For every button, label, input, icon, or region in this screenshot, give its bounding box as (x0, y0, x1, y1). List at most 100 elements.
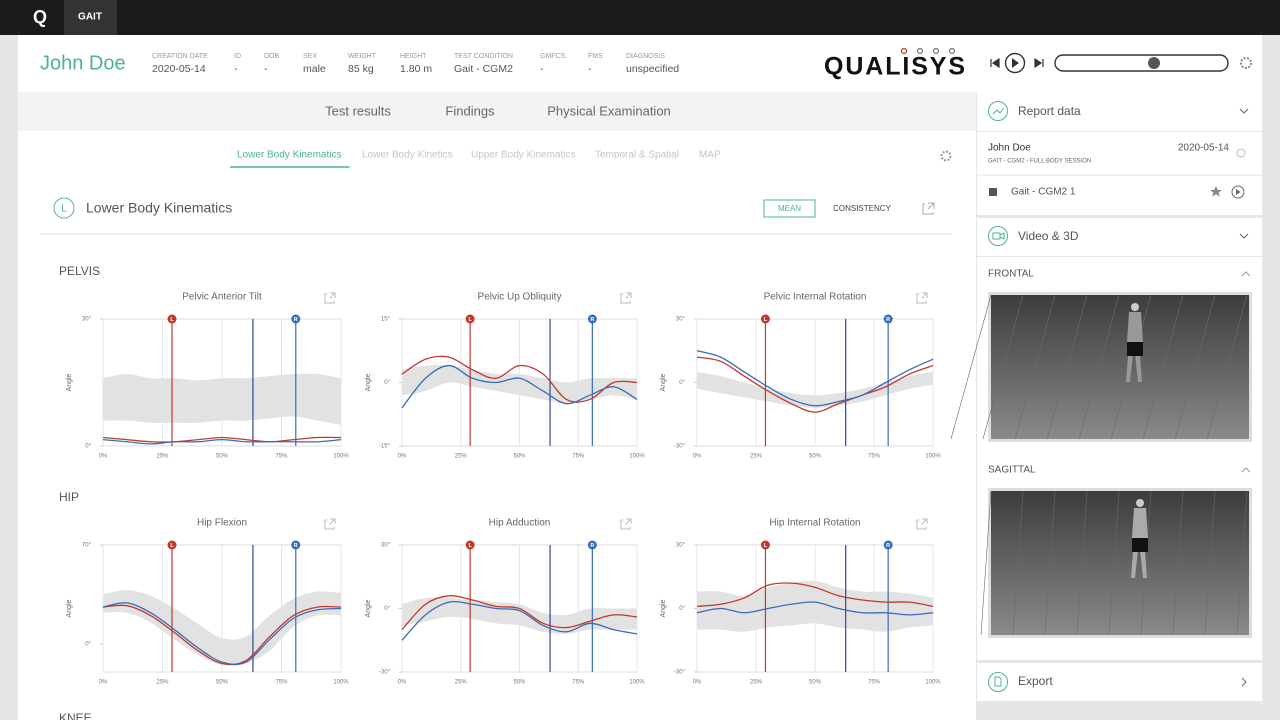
event-marker (167, 314, 177, 324)
export-title[interactable]: Export (1018, 674, 1053, 688)
play-icon[interactable] (1231, 185, 1245, 199)
person-head (1131, 303, 1139, 311)
field-value: - (234, 63, 238, 75)
floor-line (1108, 490, 1120, 636)
chevron[interactable] (1241, 271, 1251, 277)
export-icon[interactable] (324, 292, 336, 304)
x-tick-label: 0% (99, 454, 108, 460)
logo-dots (900, 47, 956, 55)
panel-header[interactable] (977, 218, 1262, 256)
y-tick-label: 0° (384, 606, 390, 612)
subtab[interactable]: Lower Body Kinetics (362, 150, 453, 161)
series-line (401, 364, 638, 409)
checkbox[interactable] (989, 188, 997, 196)
y-tick-label: 0° (679, 380, 685, 386)
view-label: FRONTAL (988, 269, 1034, 280)
chevron[interactable] (1239, 108, 1249, 114)
chart: Pelvic Internal Rotation Angle 0% 25% 50% 75%… (660, 292, 941, 460)
subtab[interactable]: Temporal & Spatial (595, 150, 679, 161)
event-label: R (886, 543, 890, 549)
panel-header[interactable] (977, 663, 1262, 701)
field-label: DOB (264, 53, 280, 60)
field-label: GMFCS (540, 53, 566, 60)
x-tick-label: 50% (216, 680, 229, 686)
export-icon[interactable] (324, 518, 336, 530)
x-tick-label: 100% (629, 454, 645, 460)
x-tick-label: 25% (455, 680, 468, 686)
event-marker (465, 540, 475, 550)
export-icon[interactable] (620, 292, 632, 304)
x-tick-label: 25% (750, 454, 763, 460)
video[interactable] (991, 491, 1249, 635)
report-title[interactable]: Report data (1018, 104, 1081, 118)
x-tick-label: 0% (693, 680, 702, 686)
chart-title: Pelvic Internal Rotation (764, 292, 867, 303)
chevron[interactable] (1239, 233, 1249, 239)
y-tick-label: 30° (82, 317, 92, 323)
info-icon[interactable] (1236, 148, 1246, 158)
series-line (401, 355, 638, 403)
x-tick-label: 100% (925, 454, 941, 460)
patient-name: John Doe (40, 52, 126, 74)
x-tick-label: 25% (455, 454, 468, 460)
app-logo[interactable]: Q (33, 7, 47, 27)
export-icon[interactable] (916, 518, 928, 530)
chevron[interactable] (1241, 677, 1247, 687)
x-tick-label: 25% (156, 454, 169, 460)
settings-icon[interactable] (940, 150, 952, 162)
subtab[interactable]: MAP (699, 150, 721, 161)
floor-line (1140, 490, 1152, 636)
floor-line (1236, 490, 1248, 636)
export-icon[interactable] (620, 518, 632, 530)
series-line (401, 600, 638, 641)
x-tick-label: 75% (868, 454, 881, 460)
app-tab[interactable]: GAIT (78, 12, 102, 23)
y-tick-label: -30° (674, 444, 686, 450)
panel-header[interactable] (977, 92, 1262, 131)
video[interactable] (991, 295, 1249, 439)
field-label: FMS (588, 53, 603, 60)
event-marker (883, 540, 893, 550)
event-marker (760, 540, 770, 550)
event-label: L (764, 317, 768, 323)
export-panel-glyph (994, 676, 1002, 687)
field-value: 2020-05-14 (152, 63, 206, 75)
report-icon (988, 101, 1008, 121)
brand-logo: QUALISYS (824, 53, 965, 81)
star-icon[interactable] (1210, 186, 1222, 197)
event-marker (291, 540, 301, 550)
consistency-button[interactable]: CONSISTENCY (833, 204, 891, 213)
mean-button-bg[interactable] (763, 199, 816, 218)
y-tick-label: 0° (384, 380, 390, 386)
x-tick-label: 75% (572, 454, 585, 460)
report-item[interactable]: Gait - CGM2 1 (1011, 187, 1076, 198)
chevron[interactable] (1241, 467, 1251, 473)
y-tick-label: 30° (676, 317, 686, 323)
subtab[interactable]: Lower Body Kinematics (237, 150, 342, 161)
export-icon[interactable] (916, 292, 928, 304)
field-value: male (303, 63, 326, 75)
subtab[interactable]: Upper Body Kinematics (471, 150, 576, 161)
x-tick-label: 0% (693, 454, 702, 460)
tab[interactable]: Physical Examination (547, 103, 671, 118)
x-tick-label: 0% (398, 680, 407, 686)
tabs-bar (18, 92, 976, 131)
group-title: HIP (59, 490, 79, 504)
tab[interactable]: Findings (445, 103, 495, 118)
floor-line (982, 294, 1024, 440)
video-title[interactable]: Video & 3D (1018, 229, 1079, 243)
player[interactable] (990, 52, 1252, 74)
charts: PELVIS HIP KNEE Pelvic Anterior Tilt Angle 0%… (59, 264, 941, 720)
x-tick-label: 75% (572, 680, 585, 686)
mean-button[interactable]: MEAN (778, 204, 801, 213)
chart: Hip Internal Rotation Angle 0% 25% 50% 75% 100… (660, 518, 941, 686)
series-line (401, 595, 638, 631)
tab-bg[interactable] (64, 0, 117, 35)
person-head (1136, 499, 1144, 507)
series-line (696, 356, 934, 413)
series-line (696, 582, 934, 608)
export-icon[interactable] (922, 202, 935, 215)
tab[interactable]: Test results (325, 103, 391, 118)
video-icon (988, 226, 1008, 246)
field-label: HEIGHT (400, 53, 427, 60)
